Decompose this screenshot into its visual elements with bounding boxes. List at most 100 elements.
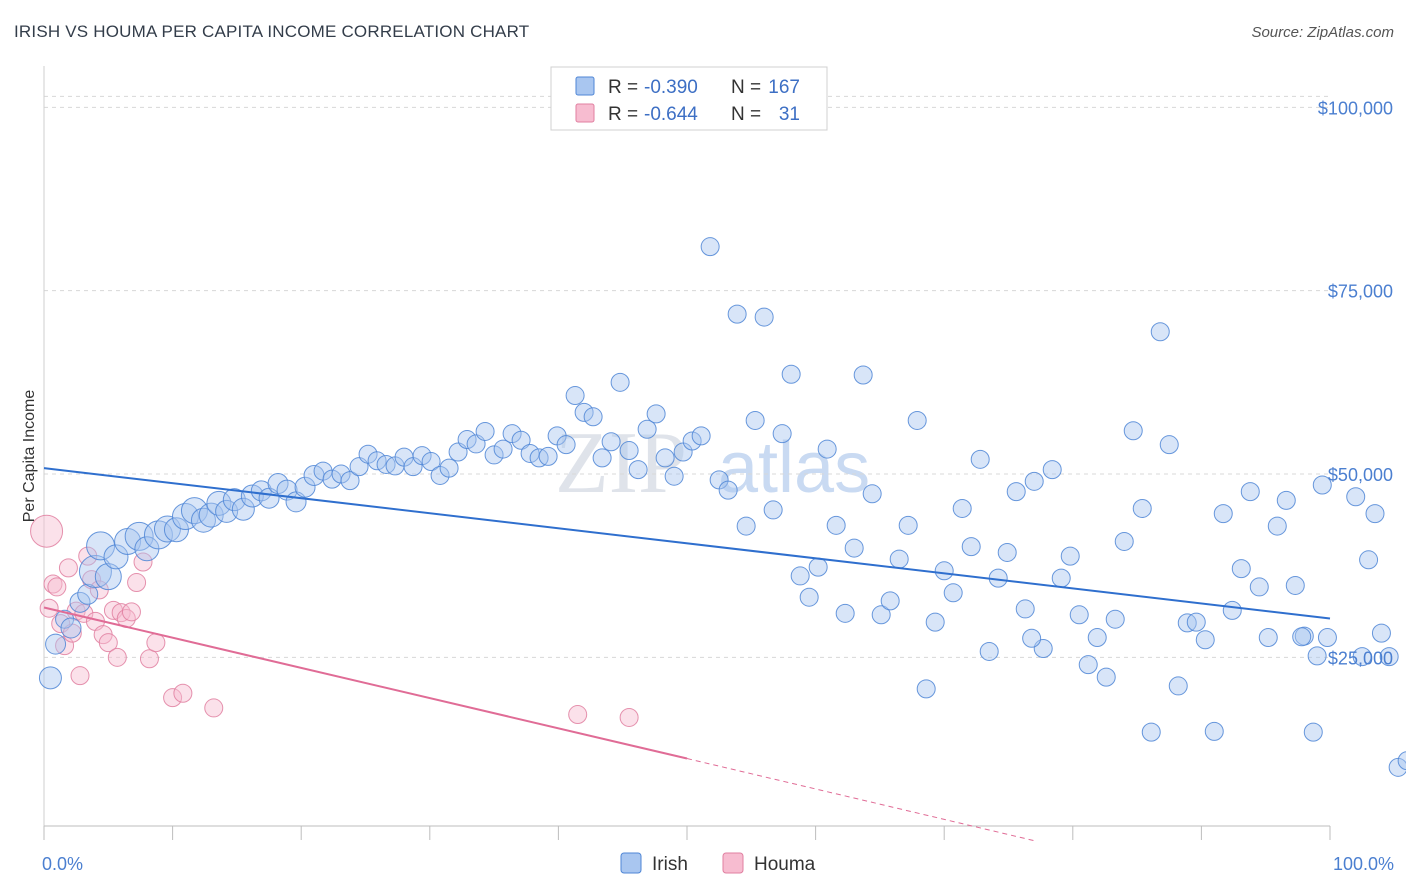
irish-point bbox=[1141, 722, 1161, 742]
houma-point bbox=[619, 707, 639, 727]
irish-point bbox=[1303, 722, 1323, 742]
irish-point bbox=[934, 561, 954, 581]
irish-point bbox=[77, 583, 99, 605]
irish-point bbox=[727, 304, 747, 324]
y-tick-labels: $25,000 $50,000 $75,000 $100,000 bbox=[1318, 98, 1393, 668]
y-axis-label: Per Capita Income bbox=[21, 390, 38, 523]
irish-point bbox=[565, 386, 585, 406]
irish-point bbox=[1317, 628, 1337, 648]
irish-point bbox=[583, 407, 603, 427]
irish-point bbox=[1276, 490, 1296, 510]
series-legend: Irish Houma bbox=[620, 852, 816, 875]
irish-point bbox=[231, 497, 255, 521]
legend-houma-n-label: N = bbox=[731, 104, 761, 125]
irish-point bbox=[880, 591, 900, 611]
irish-point bbox=[1258, 628, 1278, 648]
trend-lines bbox=[43, 467, 1331, 842]
irish-point bbox=[799, 587, 819, 607]
irish-point bbox=[556, 435, 576, 455]
watermark-atlas: atlas bbox=[718, 428, 870, 508]
chart-title: IRISH VS HOUMA PER CAPITA INCOME CORRELA… bbox=[14, 22, 530, 41]
irish-point bbox=[493, 439, 513, 459]
irish-point bbox=[215, 499, 239, 523]
irish-point bbox=[69, 591, 91, 613]
bottom-legend-swatch-irish bbox=[620, 852, 642, 874]
irish-point bbox=[790, 566, 810, 586]
irish-point bbox=[1307, 646, 1327, 666]
irish-point bbox=[421, 452, 441, 472]
x-tick-label-min: 0.0% bbox=[42, 854, 83, 874]
x-tick-label-max: 100.0% bbox=[1333, 854, 1394, 874]
irish-point bbox=[78, 555, 112, 589]
irish-point bbox=[1312, 475, 1332, 495]
irish-point bbox=[180, 497, 208, 525]
irish-point bbox=[574, 402, 594, 422]
irish-point bbox=[538, 446, 558, 466]
legend-houma-r-label: R = bbox=[608, 104, 638, 125]
irish-point bbox=[871, 605, 891, 625]
irish-point bbox=[1249, 577, 1269, 597]
irish-point bbox=[1397, 751, 1406, 771]
irish-point bbox=[1365, 504, 1385, 524]
irish-point bbox=[970, 449, 990, 469]
irish-point bbox=[1204, 721, 1224, 741]
houma-point bbox=[568, 705, 588, 725]
source-credit: Source: ZipAtlas.com bbox=[1251, 24, 1394, 41]
irish-point bbox=[601, 432, 621, 452]
irish-point bbox=[1168, 676, 1188, 696]
irish-point bbox=[1195, 630, 1215, 650]
irish-point bbox=[1359, 550, 1379, 570]
irish-point bbox=[979, 641, 999, 661]
irish-point bbox=[781, 364, 801, 384]
irish-point bbox=[124, 521, 154, 551]
irish-point bbox=[412, 446, 432, 466]
houma-point bbox=[163, 688, 183, 708]
irish-point bbox=[646, 404, 666, 424]
irish-point bbox=[38, 666, 62, 690]
houma-point bbox=[204, 698, 224, 718]
irish-point bbox=[736, 516, 756, 536]
houma-point bbox=[121, 602, 141, 622]
legend-houma-r-value: -0.644 bbox=[644, 104, 698, 125]
irish-point bbox=[439, 458, 459, 478]
legend-irish-r-value: -0.390 bbox=[644, 77, 698, 98]
irish-point bbox=[898, 515, 918, 535]
irish-point bbox=[1022, 628, 1042, 648]
houma-point bbox=[30, 514, 64, 548]
irish-point bbox=[691, 426, 711, 446]
irish-point bbox=[682, 431, 702, 451]
houma-point bbox=[173, 683, 193, 703]
irish-point bbox=[163, 517, 189, 543]
irish-point bbox=[907, 410, 927, 430]
irish-point bbox=[916, 679, 936, 699]
irish-point bbox=[844, 538, 864, 558]
irish-point bbox=[619, 441, 639, 461]
irish-point bbox=[925, 612, 945, 632]
irish-point bbox=[1267, 516, 1287, 536]
irish-point bbox=[222, 488, 246, 512]
irish-point bbox=[1292, 627, 1312, 647]
gridlines bbox=[44, 95, 1330, 658]
irish-point bbox=[1222, 600, 1242, 620]
houma-point bbox=[43, 574, 63, 594]
irish-point bbox=[1346, 487, 1366, 507]
irish-point bbox=[1087, 628, 1107, 648]
irish-point bbox=[763, 500, 783, 520]
irish-point bbox=[1186, 612, 1206, 632]
y-tick-label: $75,000 bbox=[1328, 282, 1393, 302]
houma-point bbox=[111, 603, 131, 623]
stats-legend: R = -0.390 N = 167 R = -0.644 N = 31 bbox=[550, 66, 828, 131]
irish-point bbox=[1096, 667, 1116, 687]
axes bbox=[43, 66, 1331, 840]
irish-point bbox=[1159, 435, 1179, 455]
irish-point bbox=[1042, 460, 1062, 480]
irish-point bbox=[961, 537, 981, 557]
legend-swatch-houma bbox=[575, 103, 595, 123]
irish-point bbox=[475, 421, 495, 441]
bottom-legend-swatch-houma bbox=[722, 852, 744, 874]
irish-point bbox=[664, 466, 684, 486]
irish-point bbox=[86, 531, 116, 561]
legend-irish-r-label: R = bbox=[608, 77, 638, 98]
legend-swatch-irish bbox=[575, 76, 595, 96]
irish-point bbox=[1240, 482, 1260, 502]
